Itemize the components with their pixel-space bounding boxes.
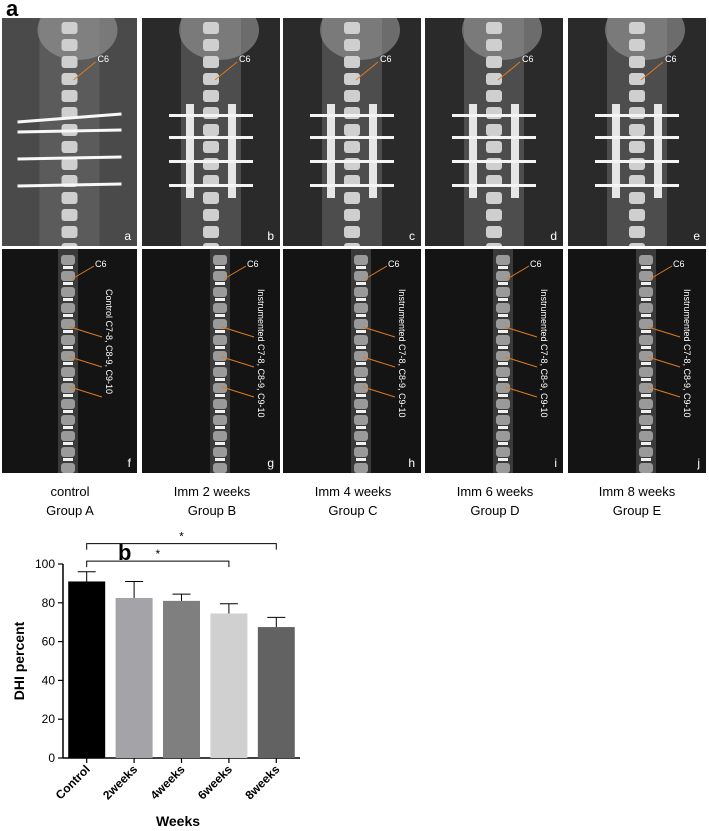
caption-condition: Imm 6 weeks — [456, 484, 534, 499]
xray-image: C6 d — [425, 18, 563, 246]
group-caption: Imm 4 weeks Group C — [283, 482, 423, 520]
y-tick-label: 20 — [42, 712, 56, 726]
c6-label: C6 — [98, 54, 110, 64]
c6-label: C6 — [95, 259, 107, 269]
segment-label: Instrumented C7-8, C8-9, C9-10 — [682, 289, 692, 418]
sublabel: a — [124, 229, 131, 243]
x-tick-label: Control — [53, 762, 93, 802]
mri-image: C6 Instrumented C7-8, C8-9, C9-10 j — [568, 249, 706, 473]
significance-bracket — [86, 543, 277, 550]
x-tick-label: 2weeks — [100, 762, 140, 802]
sublabel: d — [550, 229, 557, 243]
c6-label: C6 — [239, 54, 251, 64]
sublabel: f — [127, 456, 131, 470]
segment-label: Instrumented C7-8, C8-9, C9-10 — [539, 289, 549, 418]
group-caption: Imm 6 weeks Group D — [425, 482, 565, 520]
caption-group: Group D — [470, 503, 520, 518]
y-axis-title: DHI percent — [11, 621, 27, 700]
x-tick-label: 4weeks — [148, 762, 188, 802]
sublabel: j — [697, 456, 700, 470]
xray-image: C6 a — [2, 18, 137, 246]
group-caption: Imm 8 weeks Group E — [567, 482, 707, 520]
xray-image: C6 e — [568, 18, 706, 246]
sublabel: g — [267, 456, 274, 470]
significance-star: * — [179, 531, 184, 544]
mri-image: C6 Instrumented C7-8, C8-9, C9-10 i — [425, 249, 563, 473]
sublabel: c — [409, 229, 415, 243]
caption-condition: Imm 4 weeks — [314, 484, 392, 499]
y-tick-label: 40 — [42, 673, 56, 687]
xray-image: C6 b — [142, 18, 280, 246]
segment-label: Instrumented C7-8, C8-9, C9-10 — [256, 289, 266, 418]
mri-image: C6 Control C7-8, C8-9, C9-10 f — [2, 249, 137, 473]
c6-label: C6 — [388, 259, 400, 269]
bar — [257, 627, 295, 758]
caption-group: Group B — [187, 503, 237, 518]
caption-group: Group E — [612, 503, 662, 518]
dhi-bar-chart: 0 20 40 60 80 100 Control 2weeks 4weeks 6weeks 8we… — [11, 531, 300, 829]
c6-label: C6 — [247, 259, 259, 269]
bar — [163, 600, 200, 758]
group-caption: Imm 2 weeks Group B — [142, 482, 282, 520]
y-tick-label: 80 — [42, 596, 56, 610]
sublabel: i — [554, 456, 557, 470]
sublabel: b — [267, 229, 274, 243]
caption-condition: control — [50, 484, 90, 499]
mri-image: C6 Instrumented C7-8, C8-9, C9-10 g — [142, 249, 280, 473]
caption-condition: Imm 8 weeks — [598, 484, 676, 499]
panel-b-letter: b — [118, 540, 132, 565]
group-caption: control Group A — [0, 482, 140, 520]
x-tick-label: 6weeks — [195, 762, 235, 802]
caption-group: Group A — [46, 503, 94, 518]
y-tick-label: 0 — [48, 751, 55, 765]
panel-a-letter: a — [6, 0, 19, 21]
x-tick-label: 8weeks — [242, 762, 282, 802]
bar — [115, 597, 153, 758]
segment-label: Control C7-8, C8-9, C9-10 — [104, 289, 114, 394]
significance-star: * — [155, 547, 160, 561]
c6-label: C6 — [530, 259, 542, 269]
y-tick-label: 100 — [35, 557, 55, 571]
caption-condition: Imm 2 weeks — [173, 484, 251, 499]
c6-label: C6 — [522, 54, 534, 64]
significance-bracket — [86, 560, 230, 568]
c6-label: C6 — [665, 54, 677, 64]
c6-label: C6 — [673, 259, 685, 269]
xray-image: C6 c — [283, 18, 421, 246]
y-tick-label: 60 — [42, 635, 56, 649]
segment-label: Instrumented C7-8, C8-9, C9-10 — [397, 289, 407, 418]
bar — [210, 613, 248, 758]
mri-image: C6 Instrumented C7-8, C8-9, C9-10 h — [283, 249, 421, 473]
c6-label: C6 — [380, 54, 392, 64]
x-axis-title: Weeks — [156, 813, 200, 829]
sublabel: e — [693, 229, 700, 243]
sublabel: h — [408, 456, 415, 470]
caption-group: Group C — [328, 503, 378, 518]
bar — [68, 581, 106, 758]
